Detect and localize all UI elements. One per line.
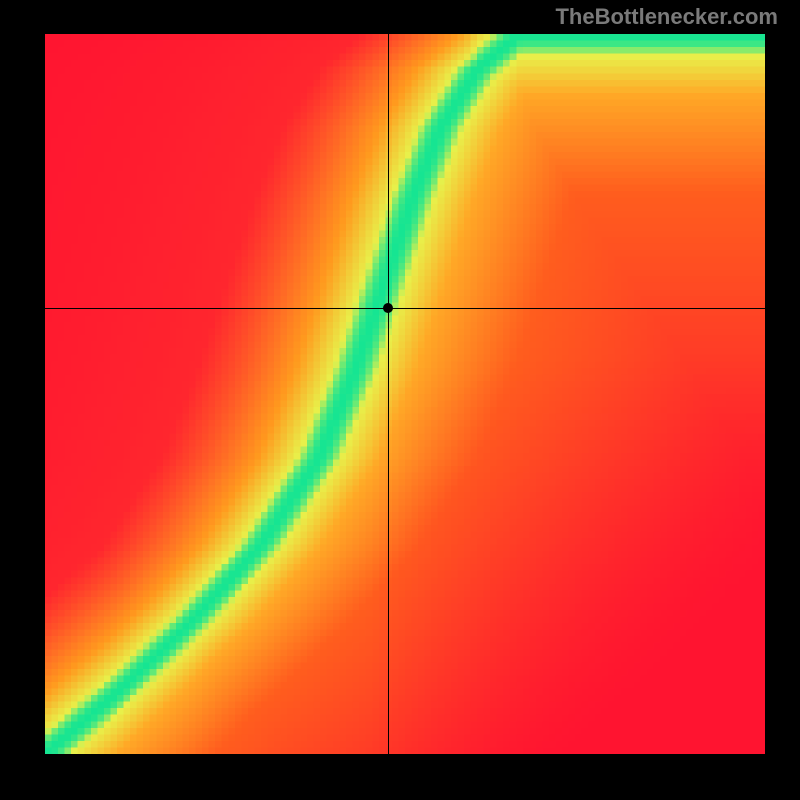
heatmap-canvas <box>45 34 765 754</box>
chart-container: TheBottlenecker.com <box>0 0 800 800</box>
watermark-text: TheBottlenecker.com <box>555 4 778 30</box>
